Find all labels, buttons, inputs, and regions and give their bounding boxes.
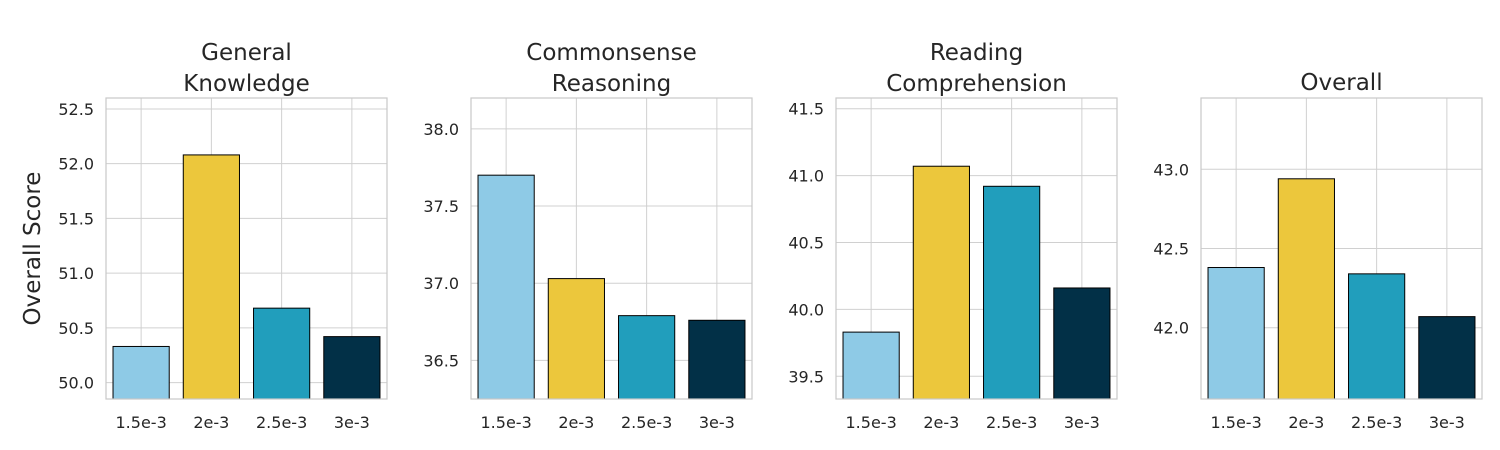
y-tick-label: 50.5 [58,319,94,338]
axes-frame [835,97,1118,400]
x-tick-label: 1.5e-3 [846,413,897,432]
bar-2e-3 [912,165,970,400]
chart-title-line: General [201,40,292,66]
x-tick-label: 3e-3 [1429,413,1465,432]
bar-2-5e-3 [1348,273,1406,400]
chart-panel-4: 42.0 42.5 43.0 1.5e-3 2e-3 2.5e-3 3e-3 Overall [1153,70,1483,432]
x-tick-label: 3e-3 [334,413,370,432]
x-tick-label: 2e-3 [923,413,959,432]
y-axis-label: Overall Score [20,172,46,326]
y-tick-label: 42.0 [1153,319,1189,338]
chart-panel-1: 50.0 50.5 51.0 51.5 52.0 52.5 1.5e-3 2e-3 2.5e-3… [20,40,388,432]
chart-panel-3: 39.5 40.0 40.5 41.0 41.5 1.5e-3 2e-3 2.5e-3 3e-3… [788,40,1118,432]
y-tick-label: 51.0 [58,264,94,283]
chart-panel-2: 36.5 37.0 37.5 38.0 1.5e-3 2e-3 2.5e-3 3e-3 Comm… [423,40,753,432]
bar-2e-3 [547,278,605,400]
y-tick-label: 40.0 [788,300,824,319]
x-tick-label: 1.5e-3 [481,413,532,432]
x-tick-label: 3e-3 [1064,413,1100,432]
bar-2e-3 [1277,178,1335,400]
chart-title-line: Reading [930,40,1023,66]
x-tick-label: 2.5e-3 [256,413,307,432]
x-tick-label: 2e-3 [558,413,594,432]
axes-frame [105,97,388,400]
y-tick-label: 37.0 [423,274,459,293]
y-tick-label: 38.0 [423,120,459,139]
bar-1-5e-3 [1207,267,1265,400]
x-tick-label: 1.5e-3 [1211,413,1262,432]
x-tick-label: 2.5e-3 [1351,413,1402,432]
bar-2-5e-3 [618,315,676,400]
bar-1-5e-3 [112,345,170,400]
y-tick-label: 50.0 [58,374,94,393]
y-tick-label: 51.5 [58,209,94,228]
chart-title-line: Commonsense [526,40,696,66]
y-tick-label: 40.5 [788,233,824,252]
x-tick-label: 2e-3 [193,413,229,432]
bar-2-5e-3 [983,185,1041,400]
y-tick-label: 42.5 [1153,240,1189,259]
bar-2e-3 [182,154,240,400]
x-tick-label: 2.5e-3 [986,413,1037,432]
chart-title-line: Reasoning [552,71,671,97]
y-tick-label: 41.5 [788,100,824,119]
bar-3e-3 [688,319,746,400]
y-tick-label: 36.5 [423,351,459,370]
chart-title-line: Comprehension [886,71,1067,97]
bar-3e-3 [1053,287,1111,400]
y-tick-label: 52.0 [58,155,94,174]
bar-3e-3 [1418,316,1476,400]
bar-2-5e-3 [253,307,311,400]
x-tick-label: 2e-3 [1288,413,1324,432]
x-tick-label: 3e-3 [699,413,735,432]
y-tick-label: 43.0 [1153,160,1189,179]
x-tick-label: 1.5e-3 [116,413,167,432]
y-tick-label: 52.5 [58,100,94,119]
chart-title-line: Knowledge [183,71,309,97]
x-tick-label: 2.5e-3 [621,413,672,432]
chart-title-line: Overall [1300,70,1382,96]
bar-3e-3 [323,336,381,400]
bar-1-5e-3 [477,174,535,400]
bar-1-5e-3 [842,331,900,400]
y-tick-label: 37.5 [423,197,459,216]
y-tick-label: 41.0 [788,167,824,186]
y-tick-label: 39.5 [788,367,824,386]
axes-frame [1200,97,1483,400]
axes-frame [470,97,753,400]
